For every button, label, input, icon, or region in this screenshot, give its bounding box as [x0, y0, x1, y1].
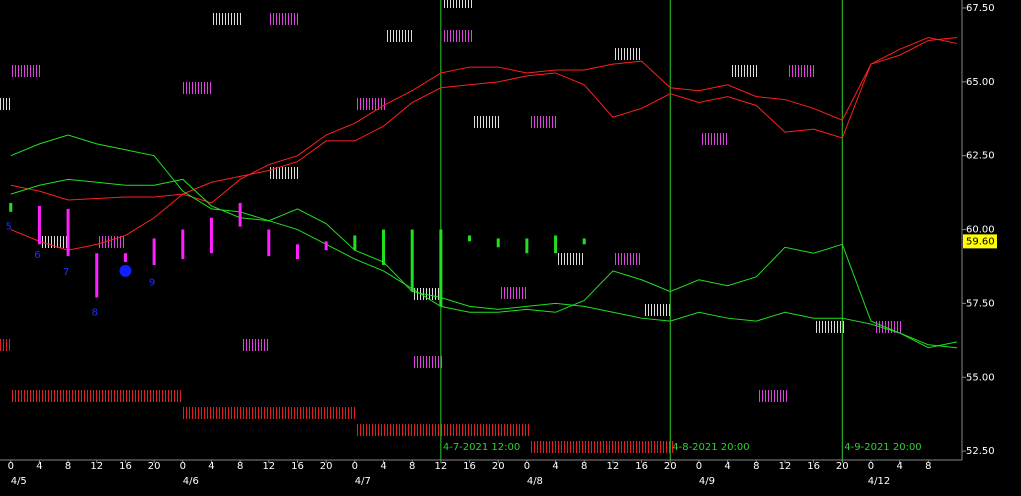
hatch	[12, 65, 40, 77]
y-tick-label: 55.00	[966, 372, 995, 383]
event-label: 4-7-2021 12:00	[443, 442, 520, 453]
hatch	[183, 407, 357, 419]
y-tick-label: 67.50	[966, 3, 995, 14]
x-tick-label: 20	[664, 461, 677, 472]
hatch	[874, 321, 902, 333]
x-tick-label: 8	[925, 461, 931, 472]
x-tick-label: 16	[119, 461, 132, 472]
hatch	[0, 339, 12, 351]
hatch	[787, 65, 815, 77]
hatch	[97, 236, 125, 248]
day-label: 4/8	[527, 476, 543, 487]
x-tick-label: 16	[463, 461, 476, 472]
x-tick-label: 4	[552, 461, 558, 472]
day-label: 4/12	[868, 476, 890, 487]
x-tick-label: 12	[262, 461, 275, 472]
x-tick-label: 8	[237, 461, 243, 472]
hatch	[529, 441, 673, 453]
x-tick-label: 0	[524, 461, 530, 472]
x-tick-label: 4	[208, 461, 214, 472]
x-tick-label: 16	[635, 461, 648, 472]
hatch	[500, 287, 528, 299]
hatch	[644, 304, 672, 316]
x-tick-label: 4	[380, 461, 386, 472]
y-tick-label: 52.50	[966, 446, 995, 457]
dot	[119, 264, 132, 277]
x-tick-label: 20	[148, 461, 161, 472]
hatch	[730, 65, 758, 77]
x-tick-label: 8	[753, 461, 759, 472]
x-tick-label: 0	[868, 461, 874, 472]
price-box	[963, 234, 997, 249]
x-tick-label: 0	[696, 461, 702, 472]
hatch	[11, 390, 183, 402]
y-tick-label: 62.50	[966, 151, 995, 162]
x-tick-label: 8	[581, 461, 587, 472]
y-tick-label: 60.00	[966, 225, 995, 236]
x-tick-label: 16	[807, 461, 820, 472]
hatch	[241, 339, 269, 351]
marker-label: 7	[63, 267, 69, 278]
marker-label: 5	[6, 222, 12, 233]
hatch	[557, 253, 585, 265]
hatch	[414, 288, 442, 300]
series-line	[10, 37, 958, 204]
hatch	[212, 13, 242, 25]
hatch	[472, 116, 500, 128]
hatch	[759, 390, 787, 402]
x-tick-label: 4	[896, 461, 902, 472]
x-tick-label: 4	[36, 461, 42, 472]
x-tick-label: 4	[724, 461, 730, 472]
hatch	[385, 30, 413, 42]
hatch	[270, 167, 298, 179]
x-tick-label: 0	[180, 461, 186, 472]
day-label: 4/7	[355, 476, 371, 487]
x-tick-label: 8	[409, 461, 415, 472]
day-label: 4/5	[11, 476, 27, 487]
x-tick-label: 20	[320, 461, 333, 472]
price-label: 59.60	[966, 236, 995, 247]
x-tick-label: 12	[779, 461, 792, 472]
y-tick-label: 57.50	[966, 298, 995, 309]
hatch	[614, 253, 642, 265]
marker-label: 9	[149, 278, 155, 289]
hatch	[41, 236, 69, 248]
day-label: 4/9	[699, 476, 715, 487]
hatch	[444, 30, 472, 42]
x-tick-label: 20	[492, 461, 505, 472]
y-tick-label: 65.00	[966, 77, 995, 88]
day-label: 4/6	[183, 476, 199, 487]
series-line	[10, 37, 958, 251]
x-tick-label: 8	[65, 461, 71, 472]
x-tick-label: 12	[607, 461, 620, 472]
x-tick-label: 16	[291, 461, 304, 472]
marker-label: 6	[34, 250, 40, 261]
hatch	[529, 116, 557, 128]
x-tick-label: 20	[836, 461, 849, 472]
hatch	[444, 0, 472, 8]
event-label: 4-8-2021 20:00	[672, 442, 749, 453]
hatch	[816, 321, 844, 333]
hatch	[183, 82, 213, 94]
hatch	[414, 356, 442, 368]
event-label: 4-9-2021 20:00	[844, 442, 921, 453]
hatch	[357, 98, 385, 110]
x-tick-label: 12	[434, 461, 447, 472]
x-tick-label: 12	[90, 461, 103, 472]
series-line	[10, 134, 958, 349]
hatch	[614, 48, 642, 60]
marker-label: 8	[92, 308, 98, 319]
hatch	[270, 13, 298, 25]
hatch	[0, 98, 12, 110]
x-tick-label: 0	[352, 461, 358, 472]
x-tick-label: 0	[8, 461, 14, 472]
series-line	[10, 178, 958, 349]
hatch	[701, 133, 729, 145]
hatch	[357, 424, 529, 436]
hatch-blocks	[0, 0, 902, 453]
